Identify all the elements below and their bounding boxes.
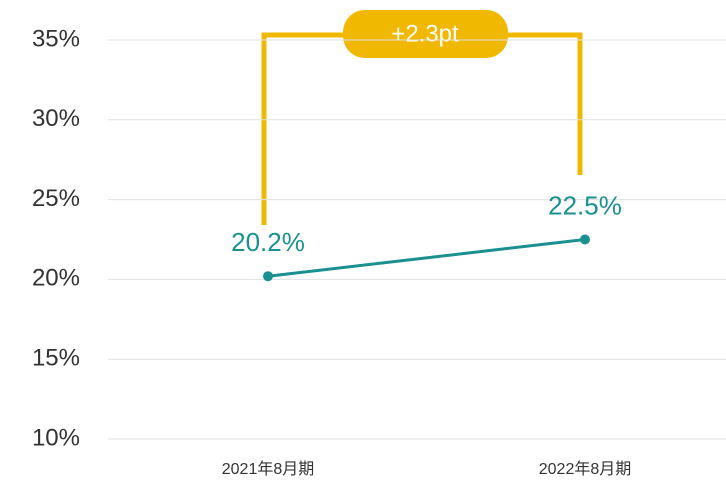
x-tick-label: 2021年8月期 [222, 460, 315, 478]
point [580, 234, 590, 245]
point [263, 271, 273, 282]
y-tick-label: 15% [32, 345, 80, 372]
data-label: 20.2% [231, 227, 305, 257]
y-tick-label: 10% [32, 424, 80, 451]
data-label: 22.5% [548, 190, 622, 220]
annotation-pill [343, 10, 508, 58]
bracket-line [500, 32, 583, 175]
x-tick-label: 2022年8月期 [539, 460, 632, 478]
y-tick-label: 35% [32, 25, 80, 52]
y-tick-label: 30% [32, 105, 80, 132]
y-tick-label: 20% [32, 265, 80, 292]
y-tick-label: 25% [32, 185, 80, 212]
annotation: +2.3pt [391, 20, 459, 47]
bracket-line [261, 32, 350, 225]
change-bracket [261, 10, 583, 225]
line [267, 238, 586, 278]
